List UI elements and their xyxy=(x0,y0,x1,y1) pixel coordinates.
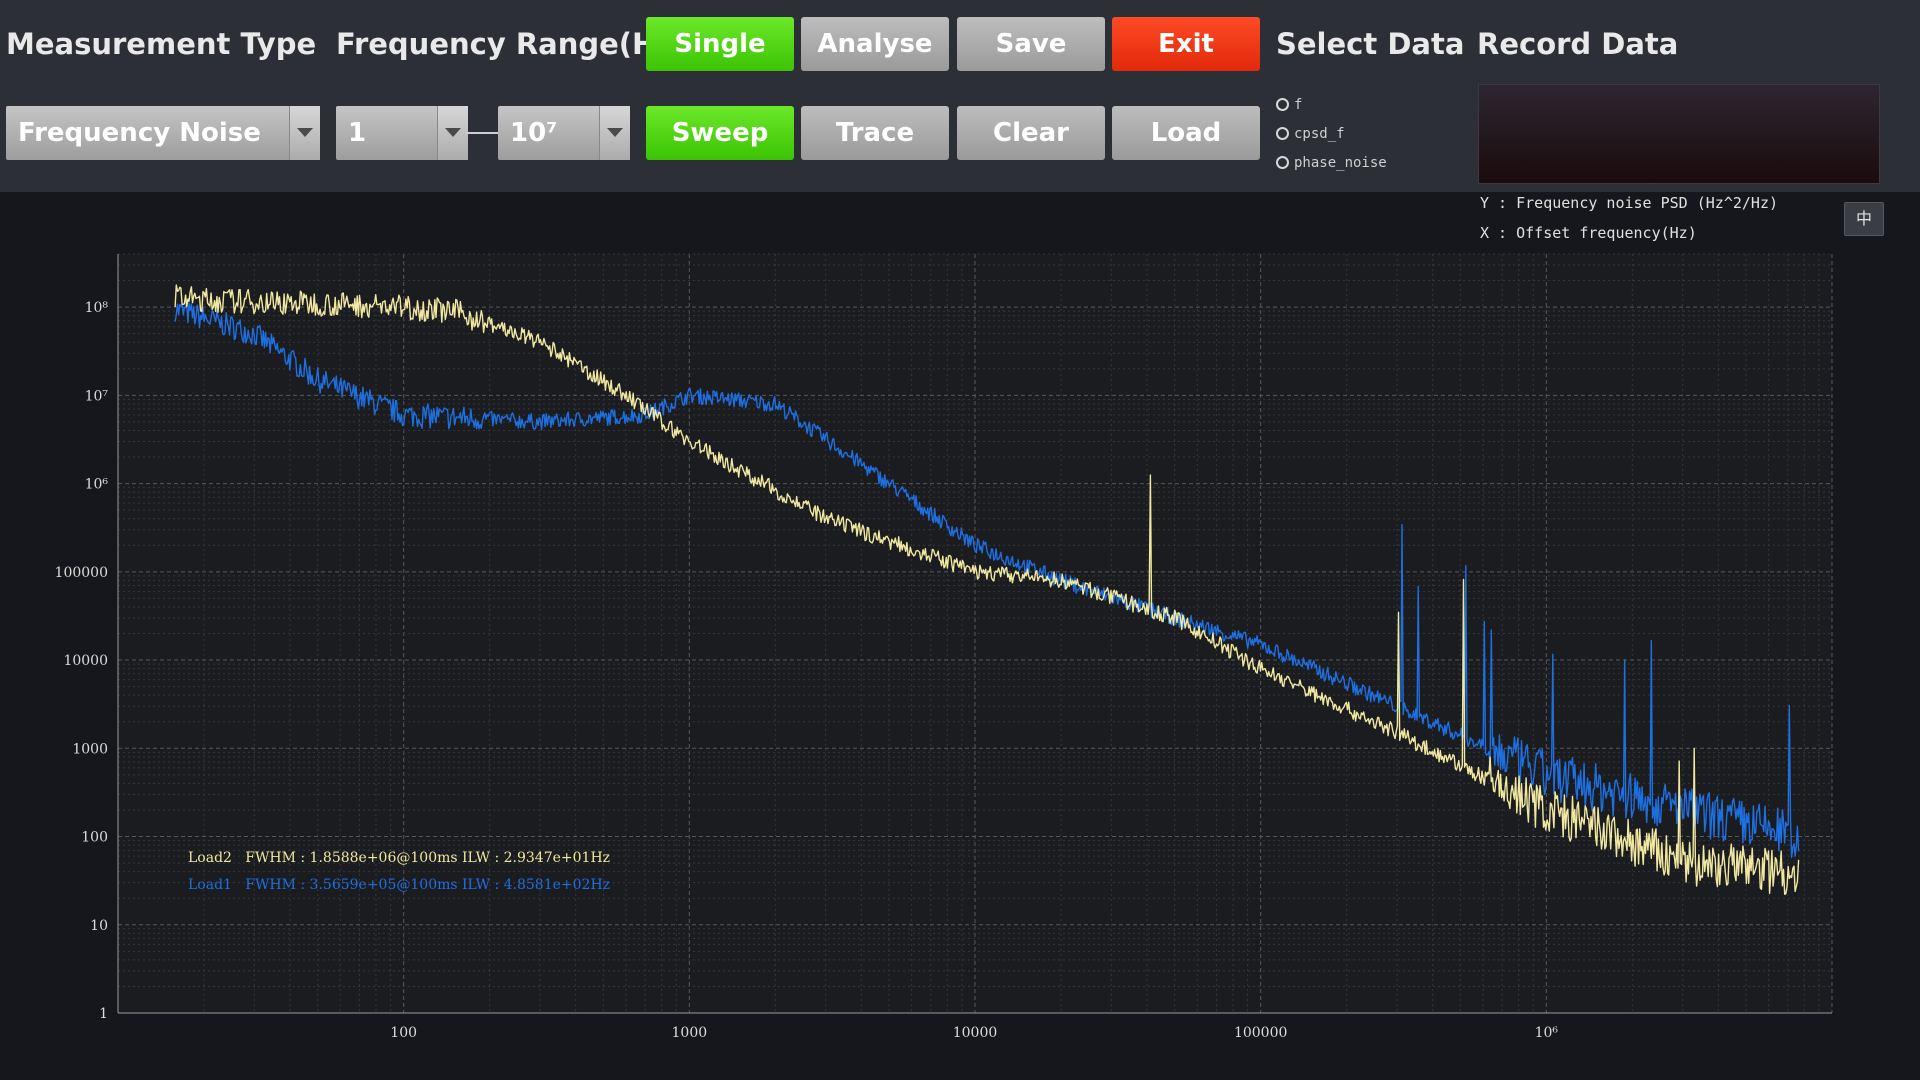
x-tick-label: 100000 xyxy=(1234,1025,1287,1041)
y-tick-label: 10000 xyxy=(63,653,108,669)
trace-button[interactable]: Trace xyxy=(801,106,949,160)
range-separator xyxy=(466,132,498,134)
fwhm-annotation: Load1 FWHM : 3.5659e+05@100ms ILW : 4.85… xyxy=(188,877,610,893)
x-tick-label: 10000 xyxy=(953,1025,998,1041)
y-tick-label: 10⁷ xyxy=(85,388,109,404)
load-button[interactable]: Load xyxy=(1112,106,1260,160)
range-end-value: 10⁷ xyxy=(510,118,558,148)
y-tick-label: 100 xyxy=(81,830,108,846)
chevron-down-icon[interactable] xyxy=(289,106,320,160)
language-toggle-button[interactable]: 中 xyxy=(1844,202,1884,236)
series-line-load1 xyxy=(174,301,1800,859)
toolbar: Measurement Type Frequency Range(Hz) Sin… xyxy=(0,0,1920,192)
record-data-display xyxy=(1478,84,1880,184)
chevron-down-icon[interactable] xyxy=(437,106,468,160)
sweep-button[interactable]: Sweep xyxy=(646,106,794,160)
frequency-range-label: Frequency Range(Hz) xyxy=(336,27,687,61)
analyse-button[interactable]: Analyse xyxy=(801,17,949,71)
y-tick-label: 10⁸ xyxy=(85,300,109,316)
radio-icon[interactable] xyxy=(1276,127,1289,140)
range-end-select[interactable]: 10⁷ xyxy=(498,106,630,160)
x-axis-info: X : Offset frequency(Hz) xyxy=(1480,224,1697,242)
y-tick-label: 1 xyxy=(99,1006,108,1022)
y-tick-label: 100000 xyxy=(55,565,108,581)
y-axis-info: Y : Frequency noise PSD (Hz^2/Hz) xyxy=(1480,194,1779,212)
noise-psd-chart: 100 1000 10000 100000 10⁶ 10⁸ 10⁷ 10⁶ 100000 1000… xyxy=(55,253,1833,1041)
measurement-type-value: Frequency Noise xyxy=(18,118,261,148)
record-data-label: Record Data xyxy=(1477,27,1679,61)
range-start-value: 1 xyxy=(348,118,367,148)
y-tick-label: 10⁶ xyxy=(85,477,109,493)
x-tick-label: 10⁶ xyxy=(1535,1025,1559,1041)
clear-button[interactable]: Clear xyxy=(957,106,1105,160)
fwhm-annotation: Load2 FWHM : 1.8588e+06@100ms ILW : 2.93… xyxy=(188,850,610,866)
x-tick-label: 1000 xyxy=(672,1025,708,1041)
exit-button[interactable]: Exit xyxy=(1112,17,1260,71)
single-button[interactable]: Single xyxy=(646,17,794,71)
radio-icon[interactable] xyxy=(1276,98,1289,111)
x-tick-label: 100 xyxy=(390,1025,417,1041)
radio-icon[interactable] xyxy=(1276,156,1289,169)
measurement-type-select[interactable]: Frequency Noise xyxy=(6,106,320,160)
select-data-label: Select Data xyxy=(1276,27,1465,61)
save-button[interactable]: Save xyxy=(957,17,1105,71)
measurement-type-label: Measurement Type xyxy=(6,27,317,61)
y-tick-label: 10 xyxy=(90,918,108,934)
series-line-load2 xyxy=(174,284,1800,895)
chevron-down-icon[interactable] xyxy=(599,106,630,160)
range-start-select[interactable]: 1 xyxy=(336,106,468,160)
y-tick-label: 1000 xyxy=(72,741,108,757)
